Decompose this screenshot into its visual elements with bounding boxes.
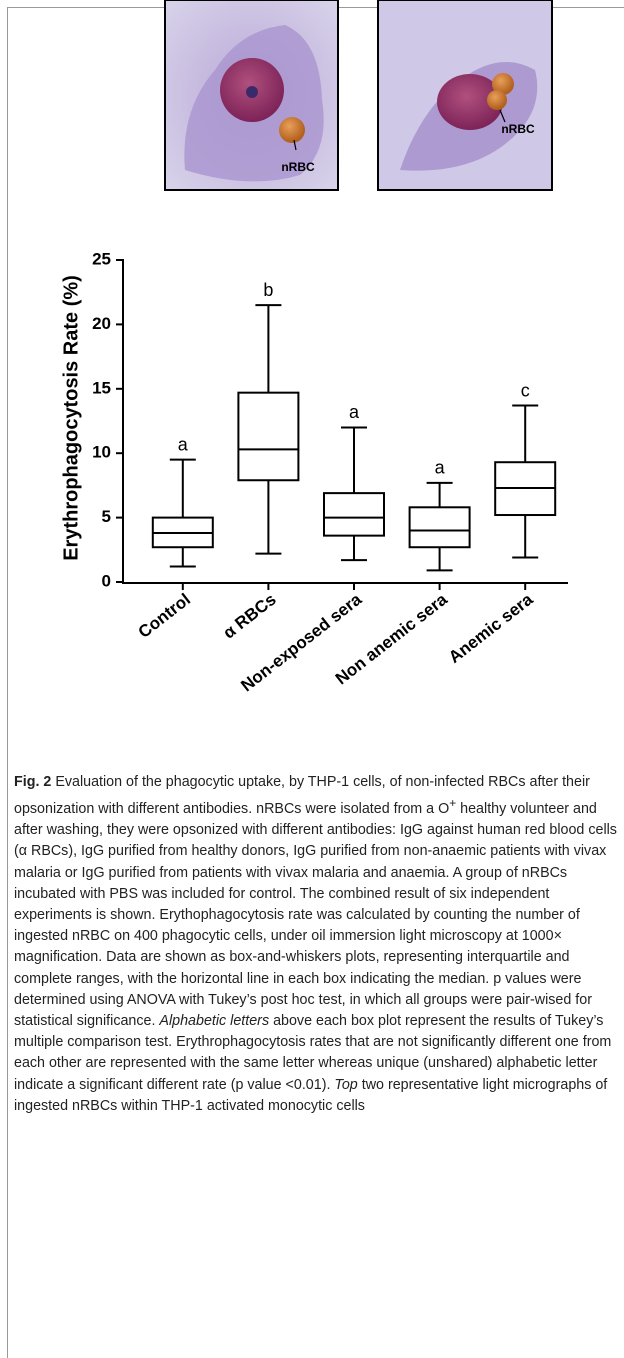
caption-label: Fig. 2 — [14, 774, 51, 790]
significance-letter: a — [349, 402, 360, 422]
y-tick-label: 25 — [92, 249, 111, 268]
box — [410, 507, 470, 547]
significance-letter: a — [178, 434, 189, 454]
x-tick-label: Control — [135, 590, 194, 642]
caption-italic: Top — [334, 1077, 357, 1093]
y-tick-label: 15 — [92, 378, 111, 397]
x-tick-label: Anemic sera — [445, 589, 537, 667]
y-axis-label: Erythrophagocytosis Rate (%) — [60, 275, 82, 561]
significance-letter: c — [521, 380, 530, 400]
box — [238, 393, 298, 481]
significance-letter: a — [435, 458, 446, 478]
page: {"micrographs": [{"label": "nRBC"}, {"la… — [0, 0, 624, 1358]
micrograph-label: nRBC — [501, 122, 535, 136]
y-tick-label: 10 — [92, 443, 111, 462]
caption-text: healthy volunteer and after washing, the… — [14, 801, 617, 1029]
box — [324, 493, 384, 536]
micrograph: nRBC — [378, 0, 552, 190]
y-tick-label: 5 — [102, 507, 111, 526]
micrograph-label: nRBC — [281, 160, 315, 174]
caption: Fig. 2 Evaluation of the phagocytic upta… — [14, 772, 618, 1117]
significance-letter: b — [263, 280, 273, 300]
x-tick-label: α RBCs — [219, 590, 279, 643]
micrograph: nRBC — [165, 0, 338, 190]
y-tick-label: 20 — [92, 314, 111, 333]
caption-italic: Alphabetic letters — [159, 1013, 269, 1029]
figure: nRBC nRBC Erythrophagocytosis Rate (%) 0… — [0, 0, 624, 770]
y-tick-label: 0 — [102, 571, 111, 590]
